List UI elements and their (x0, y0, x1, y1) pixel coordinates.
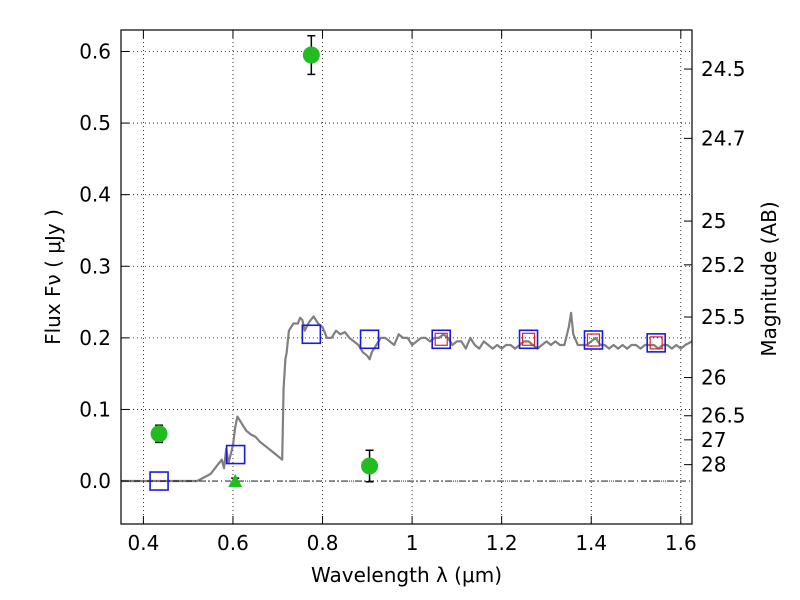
model-photometry-square (431, 329, 452, 350)
y-axis-label: Flux Fν ( μJy ) (41, 209, 65, 345)
model-photometry-square (518, 329, 539, 350)
upper-limit-marker (228, 474, 243, 488)
x-tick-label: 0.4 (127, 531, 159, 555)
x-tick-label: 1.6 (665, 531, 697, 555)
y-tick-label: 0.6 (79, 39, 111, 63)
model-photometry-square (149, 471, 169, 491)
mag-tick-label: 26.5 (701, 404, 746, 428)
ticks-layer: 0.4 0.6 0.8 1 1.2 1.4 1.6 0.0 0.1 0.2 0.3 0.4 0.5 0.6… (79, 30, 746, 555)
x-tick-label: 0.8 (307, 531, 339, 555)
y2-axis-label: Magnitude (AB) (757, 201, 781, 356)
y-tick-label: 0.3 (79, 254, 111, 278)
mag-tick-label: 25.2 (701, 253, 746, 277)
mag-tick-label: 28 (701, 453, 726, 477)
model-spectrum-layer (121, 311, 693, 483)
model-photometry-inner-square (521, 332, 536, 346)
model-photometry-square (225, 444, 246, 465)
x-tick-label: 1.4 (575, 531, 607, 555)
y-tick-label: 0.5 (79, 111, 111, 135)
observed-point (150, 425, 168, 443)
model-photometry-square (583, 330, 604, 350)
mag-tick-label: 24.7 (701, 126, 746, 150)
y-tick-label: 0.0 (79, 469, 111, 493)
observed-point (302, 46, 320, 64)
mag-tick-label: 26 (701, 366, 726, 390)
x-tick-label: 1 (406, 531, 419, 555)
y-tick-label: 0.1 (79, 397, 111, 421)
observed-point (361, 457, 379, 475)
x-tick-label: 0.6 (217, 531, 249, 555)
x-axis-label: Wavelength λ (μm) (311, 563, 502, 587)
y-tick-label: 0.2 (79, 326, 111, 350)
points-layer (149, 34, 666, 491)
plot-frame (120, 29, 693, 525)
mag-tick-label: 25 (701, 209, 726, 233)
model-photometry-square (646, 333, 666, 353)
mag-tick-label: 25.5 (701, 305, 746, 329)
y-tick-label: 0.4 (79, 183, 111, 207)
model-spectrum-line (121, 311, 693, 483)
mag-tick-label: 24.5 (701, 57, 746, 81)
mag-tick-label: 27 (701, 428, 726, 452)
model-photometry-inner-square (649, 336, 663, 350)
model-photometry-inner-square (586, 333, 601, 347)
grid-layer (121, 30, 692, 524)
model-photometry-inner-square (434, 332, 448, 346)
model-photometry-square (359, 329, 380, 350)
x-tick-label: 1.2 (486, 531, 518, 555)
model-photometry-square (301, 324, 322, 345)
